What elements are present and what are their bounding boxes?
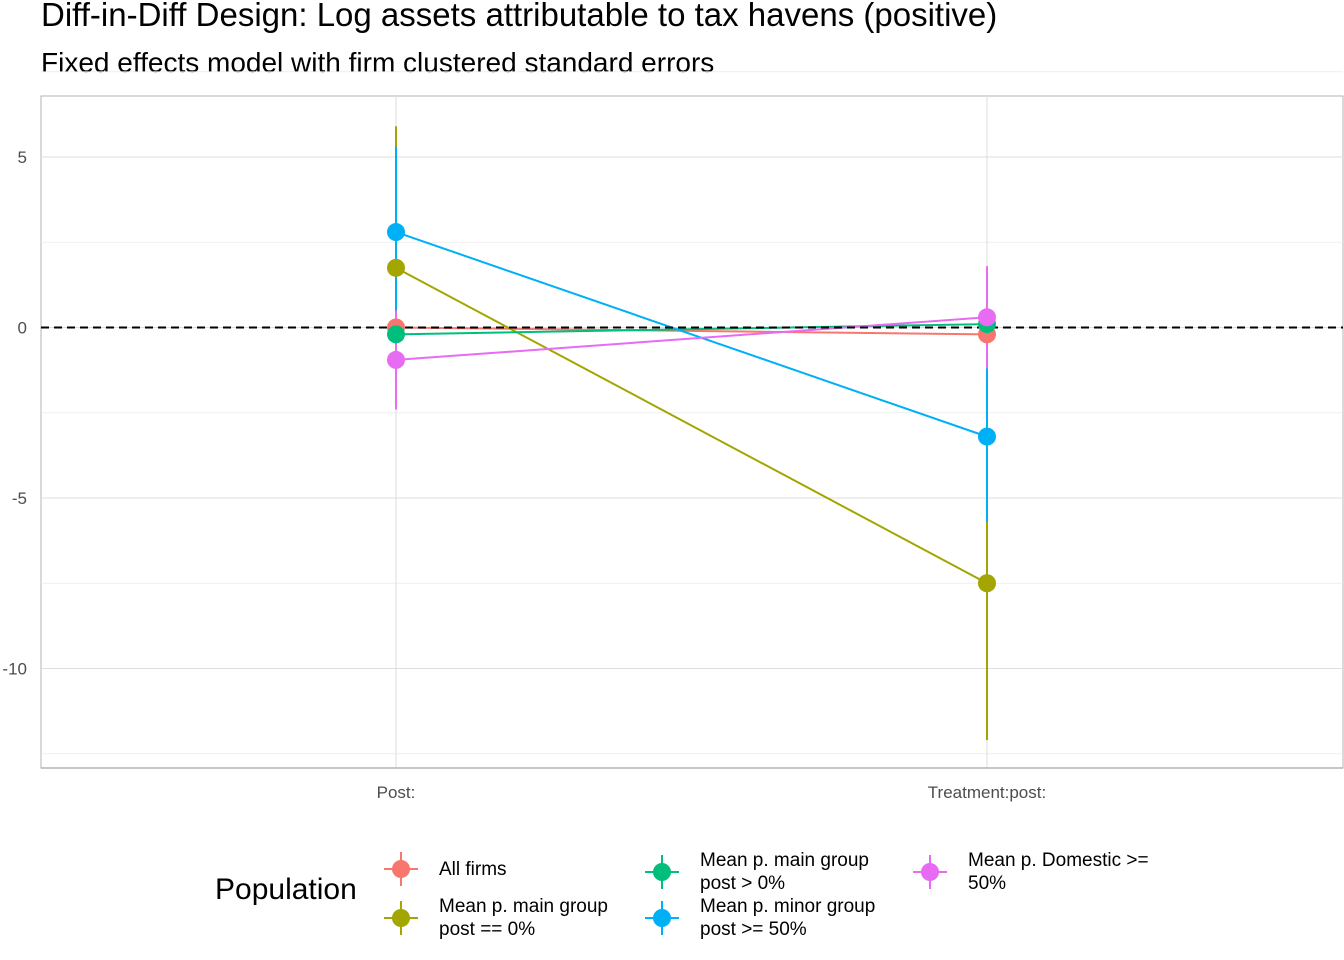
legend-item-main-group-positive: Mean p. main group post > 0% [644, 849, 869, 895]
legend-key-icon [384, 852, 418, 886]
legend-key-point [392, 909, 410, 927]
series-line [395, 231, 988, 438]
legend-title: Population [215, 873, 357, 906]
legend-key-icon [645, 855, 679, 889]
legend-item-main-group-zero: Mean p. main group post == 0% [383, 895, 608, 941]
legend-item-all-firms: All firms [383, 851, 507, 887]
legend-label: Mean p. main group post == 0% [439, 896, 608, 940]
data-point [978, 427, 996, 446]
series-line [395, 326, 988, 336]
series-line [395, 316, 988, 361]
legend-label: Mean p. main group post > 0% [700, 850, 869, 894]
y-tick-label: 0 [18, 319, 27, 338]
data-point [978, 308, 996, 327]
legend-item-domestic: Mean p. Domestic >= 50% [912, 849, 1149, 895]
legend-key-icon [384, 901, 418, 935]
series-line [395, 323, 988, 336]
legend-key-point [653, 863, 671, 881]
data-point [387, 223, 405, 242]
chart-subtitle: Fixed effects model with firm clustered … [41, 47, 715, 78]
legend-key-point [921, 863, 939, 881]
data-point [387, 258, 405, 277]
legend-key-point [392, 860, 410, 878]
y-tick-label: -5 [12, 489, 27, 508]
chart-title: Diff-in-Diff Design: Log assets attribut… [41, 0, 998, 33]
legend-label: Mean p. Domestic >= 50% [968, 850, 1149, 894]
legend-label: Mean p. minor group post >= 50% [700, 896, 876, 940]
x-tick-label: Treatment:post: [928, 783, 1046, 802]
legend-label: All firms [439, 858, 507, 880]
x-tick-label: Post: [377, 783, 416, 802]
data-point [387, 325, 405, 344]
y-tick-label: -10 [2, 660, 27, 679]
plot-panel-border [40, 95, 1344, 769]
data-point [978, 574, 996, 593]
legend-key-icon [645, 901, 679, 935]
data-point [387, 350, 405, 369]
series-line [395, 266, 988, 585]
y-tick-label: 5 [18, 148, 27, 167]
legend-key-icon [913, 855, 947, 889]
legend-key-point [653, 909, 671, 927]
legend-item-minor-group: Mean p. minor group post >= 50% [644, 895, 875, 941]
